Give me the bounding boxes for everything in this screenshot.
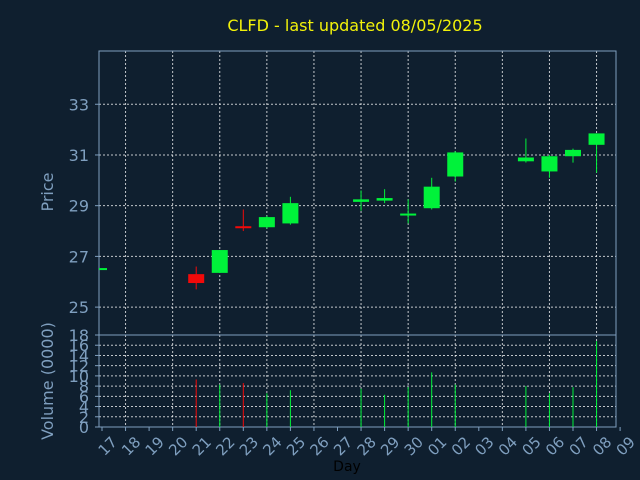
- x-tick-label: 23: [236, 433, 262, 459]
- candle-body: [188, 274, 205, 284]
- x-tick-label: 25: [283, 433, 309, 459]
- candle-body: [400, 213, 417, 216]
- volume-y-tick-label: 16: [69, 336, 89, 355]
- x-tick-label: 07: [566, 433, 592, 459]
- x-tick-label: 03: [471, 433, 497, 459]
- x-tick-label: 01: [424, 433, 450, 459]
- x-tick-label: 26: [307, 433, 333, 459]
- price-y-tick-label: 29: [69, 197, 89, 216]
- price-y-tick-label: 27: [69, 247, 89, 266]
- volume-y-tick-label: 0: [79, 418, 89, 437]
- candle-body: [588, 133, 605, 145]
- price-y-tick-label: 25: [69, 298, 89, 317]
- x-tick-label: 20: [165, 433, 191, 459]
- volume-y-tick-label: 6: [79, 387, 89, 406]
- volume-axis-label: Volume (0000): [38, 322, 57, 440]
- volume-y-tick-label: 4: [79, 398, 89, 417]
- candle-body: [541, 156, 558, 172]
- x-tick-label: 17: [95, 433, 121, 459]
- price-y-ticks: 25 27 29 31 33: [69, 95, 99, 317]
- candle-body: [235, 226, 252, 229]
- volume-y-tick-label: 10: [69, 367, 89, 386]
- price-y-tick-label: 33: [69, 95, 89, 114]
- x-tick-label: 22: [212, 433, 238, 459]
- candle-body: [376, 198, 393, 201]
- candle-body: [258, 217, 275, 228]
- x-tick-label: 29: [377, 433, 403, 459]
- price-grid: [99, 51, 616, 335]
- x-tick-label: 28: [354, 433, 380, 459]
- x-tick-label: 27: [330, 433, 356, 459]
- volume-grid: [99, 335, 616, 427]
- candle-body: [565, 149, 581, 157]
- candle-body: [447, 152, 464, 177]
- x-tick-label: 18: [118, 433, 144, 459]
- volume-y-tick-label: 2: [79, 408, 89, 427]
- x-tick-label: 30: [401, 433, 427, 459]
- candle-body: [517, 157, 534, 162]
- volume-bars: [195, 341, 598, 427]
- price-plot-frame: [98, 50, 617, 336]
- price-y-tick-label: 31: [69, 146, 89, 165]
- x-tick-label: 21: [189, 433, 215, 459]
- candles: [99, 133, 605, 290]
- x-axis-label: Day: [333, 459, 361, 475]
- candle-body: [353, 199, 370, 202]
- x-tick-label: 08: [589, 433, 615, 459]
- x-tick-label: 24: [259, 433, 285, 459]
- volume-y-tick-label: 14: [69, 346, 89, 365]
- x-tick-label: 02: [448, 433, 474, 459]
- x-tick-label: 06: [542, 433, 568, 459]
- volume-y-tick-label: 8: [79, 377, 89, 396]
- x-tick-label: 04: [495, 433, 521, 459]
- candle-body: [423, 186, 440, 209]
- x-tick-label: 05: [518, 433, 544, 459]
- volume-y-tick-label: 18: [69, 326, 89, 345]
- price-axis-label: Price: [38, 172, 57, 211]
- volume-y-tick-label: 12: [69, 357, 89, 376]
- x-ticks: 1718192021222324252627282930010203040506…: [95, 427, 639, 459]
- candle-body: [282, 203, 299, 224]
- x-tick-label: 19: [142, 433, 168, 459]
- x-tick-label: 09: [613, 433, 639, 459]
- chart-title: CLFD - last updated 08/05/2025: [227, 16, 482, 35]
- candle-body: [211, 250, 228, 273]
- candle-body: [99, 268, 107, 271]
- volume-plot-frame: [98, 334, 617, 428]
